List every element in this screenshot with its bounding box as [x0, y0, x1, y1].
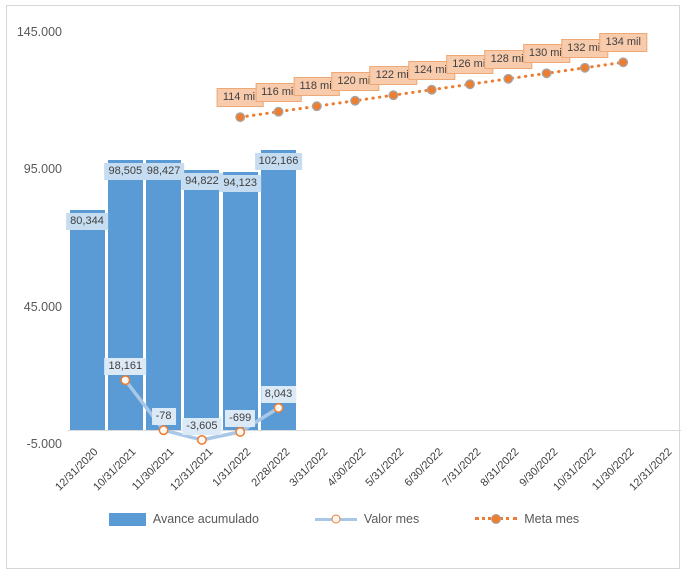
y-tick-label: 95.000	[23, 162, 62, 177]
x-axis-label: 5/31/2022	[363, 446, 407, 490]
x-axis-label: 3/31/2022	[287, 446, 331, 490]
legend: Avance acumulado Valor mes Meta mes	[0, 512, 688, 526]
legend-item-meta-mes: Meta mes	[475, 512, 579, 526]
meta-mes-marker	[350, 95, 361, 106]
valor-mes-data-label: 18,161	[104, 358, 147, 376]
x-axis-label: 4/30/2022	[325, 446, 369, 490]
meta-mes-data-label: 124 mil	[407, 60, 456, 80]
legend-item-valor-mes: Valor mes	[314, 512, 420, 526]
x-axis-label: 6/30/2022	[402, 446, 446, 490]
legend-dotted-line-swatch	[475, 513, 518, 525]
y-tick-label: -5.000	[26, 436, 62, 451]
meta-mes-data-label: 116 mil	[255, 82, 302, 102]
valor-mes-marker	[196, 434, 207, 445]
meta-mes-marker	[388, 90, 399, 101]
bar-data-label: 98,427	[142, 162, 185, 180]
meta-mes-marker	[541, 68, 552, 79]
valor-mes-data-label: -699	[225, 409, 256, 427]
meta-mes-data-label: 122 mil	[369, 66, 418, 86]
bar	[146, 159, 182, 430]
bar-data-label: 94,123	[219, 174, 262, 192]
y-tick-label: 45.000	[23, 299, 62, 314]
meta-mes-data-label: 134 mil	[599, 33, 647, 53]
legend-line-marker	[331, 514, 341, 524]
bar	[107, 159, 143, 430]
bar-data-label: 94,822	[181, 172, 223, 190]
bar-data-label: 102,166	[254, 152, 303, 170]
bar-data-label: 80,344	[66, 212, 108, 230]
meta-mes-marker	[273, 106, 284, 117]
meta-mes-marker	[235, 112, 246, 123]
meta-mes-marker	[618, 57, 629, 68]
x-axis-label: 7/31/2022	[440, 446, 484, 490]
meta-mes-marker	[426, 84, 437, 95]
legend-item-avance-acumulado: Avance acumulado	[108, 512, 259, 526]
bar	[69, 209, 105, 430]
bar	[222, 171, 258, 430]
valor-mes-data-label: 8,043	[260, 385, 297, 403]
x-axis-label: 2/28/2022	[248, 446, 292, 490]
y-tick-label: 145.000	[16, 25, 62, 40]
x-axis-label: 1/31/2022	[210, 446, 254, 490]
valor-mes-data-label: -78	[151, 408, 176, 426]
bar	[184, 169, 220, 430]
meta-mes-marker	[579, 62, 590, 73]
meta-mes-marker	[503, 73, 514, 84]
meta-mes-marker	[311, 101, 322, 112]
bar-data-label: 98,505	[104, 162, 147, 180]
meta-mes-marker	[465, 79, 475, 90]
x-axis-line	[68, 430, 681, 431]
legend-line-swatch	[314, 513, 357, 525]
legend-label: Valor mes	[363, 512, 420, 526]
legend-dot-marker	[491, 514, 502, 524]
legend-label: Meta mes	[524, 512, 580, 526]
x-axis-label: 8/31/2022	[478, 446, 522, 490]
legend-label: Avance acumulado	[152, 512, 259, 526]
valor-mes-data-label: -3,605	[182, 417, 222, 435]
legend-bar-swatch	[108, 512, 146, 526]
